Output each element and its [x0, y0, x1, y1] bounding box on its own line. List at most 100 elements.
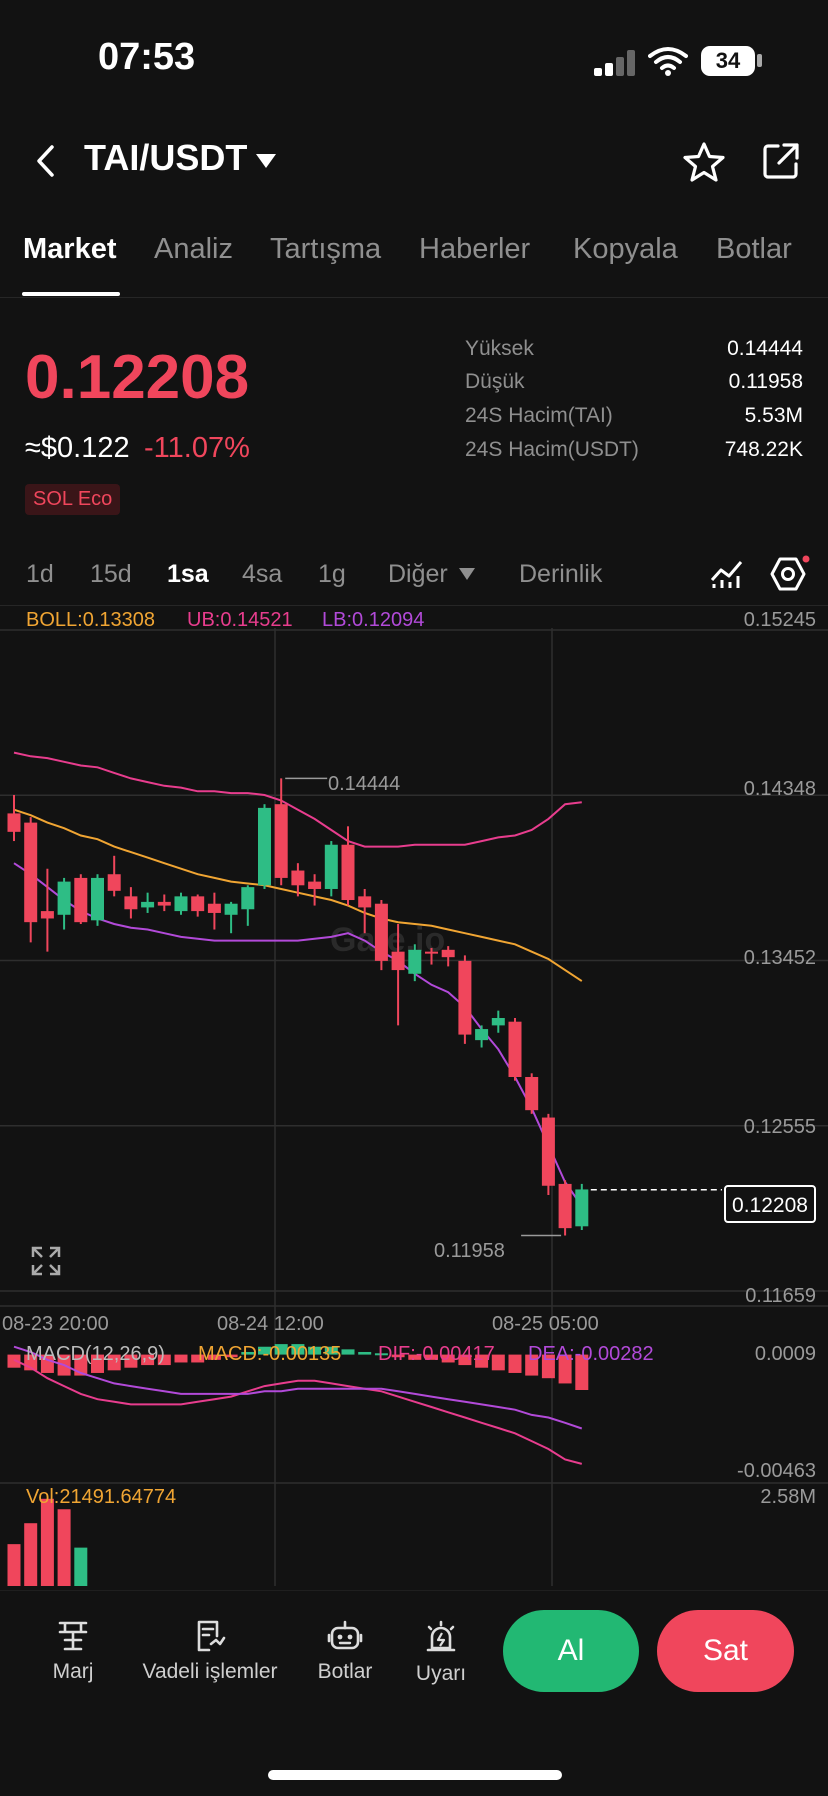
- macd-bar: [324, 1346, 338, 1355]
- boll-value: BOLL:0.13308: [26, 609, 155, 631]
- bottom-bar-divider: [0, 1590, 828, 1591]
- nav-bots[interactable]: Botlar: [270, 1620, 420, 1684]
- candle-body: [207, 903, 221, 913]
- volume-bar: [40, 1498, 54, 1586]
- boll-lower-value: LB:0.12094: [322, 609, 425, 631]
- stat-low-label: Düşük: [465, 370, 525, 393]
- settings-icon[interactable]: [768, 555, 810, 593]
- candle-body: [191, 896, 205, 912]
- y-axis-tick: 0.13452: [743, 947, 816, 969]
- interval-more[interactable]: Diğer: [388, 560, 448, 588]
- star-icon[interactable]: [682, 141, 726, 183]
- candle-body: [24, 822, 38, 923]
- bot-icon: [327, 1620, 363, 1650]
- macd-bar: [475, 1354, 489, 1368]
- macd-axis-bottom: -0.00463: [737, 1460, 816, 1482]
- share-icon[interactable]: [760, 140, 802, 182]
- macd-dea-value: DEA:-0.00282: [528, 1343, 654, 1365]
- candle-body: [508, 1021, 522, 1077]
- home-indicator[interactable]: [268, 1770, 562, 1780]
- interval-depth[interactable]: Derinlik: [519, 560, 603, 588]
- nav-margin[interactable]: Marj: [0, 1620, 148, 1684]
- candle-body: [241, 887, 255, 910]
- volume-value: Vol:21491.64774: [26, 1486, 177, 1508]
- tab-analiz[interactable]: Analiz: [154, 233, 233, 265]
- ecosystem-badge[interactable]: SOL Eco: [25, 484, 121, 515]
- pair-title[interactable]: TAI/USDT: [84, 137, 248, 178]
- candle-body: [491, 1018, 505, 1026]
- nav-alerts-label: Uyarı: [415, 1662, 467, 1685]
- interval-4sa[interactable]: 4sa: [242, 560, 283, 588]
- x-axis-tick: 08-25 05:00: [492, 1313, 599, 1335]
- macd-bar: [541, 1354, 555, 1379]
- tab-botlar[interactable]: Botlar: [716, 233, 792, 265]
- chart-top-divider: [0, 605, 828, 606]
- margin-icon: [58, 1621, 88, 1651]
- candle-body: [324, 844, 338, 889]
- y-axis-tick: 0.12555: [743, 1116, 816, 1138]
- stat-high-label: Yüksek: [465, 337, 534, 360]
- candle-body: [40, 911, 54, 919]
- nav-margin-label: Marj: [52, 1660, 94, 1683]
- interval-1sa[interactable]: 1sa: [167, 560, 209, 588]
- macd-bar: [491, 1354, 505, 1371]
- macd-bar: [508, 1354, 522, 1373]
- interval-1g[interactable]: 1g: [318, 560, 346, 588]
- indicator-icon[interactable]: [710, 558, 744, 590]
- tab-haberler[interactable]: Haberler: [419, 233, 531, 265]
- high-marker-label: 0.14444: [328, 773, 401, 795]
- macd-dif-value: DIF:-0.00417: [378, 1343, 495, 1365]
- stat-vol-base-value: 5.53M: [744, 404, 803, 427]
- back-icon[interactable]: [34, 143, 58, 179]
- macd-bar: [224, 1354, 238, 1358]
- candle-body: [291, 870, 305, 886]
- volume-bar: [74, 1547, 88, 1586]
- macd-bar: [74, 1354, 88, 1376]
- macd-bar: [157, 1354, 171, 1366]
- chevron-down-icon[interactable]: [458, 567, 476, 581]
- candle-body: [525, 1076, 539, 1111]
- macd-bar: [575, 1354, 589, 1390]
- candle-body: [74, 877, 88, 923]
- signal-icon: [594, 50, 636, 76]
- sell-button[interactable]: Sat: [657, 1610, 794, 1692]
- macd-bar: [7, 1354, 21, 1368]
- candle-body: [141, 901, 155, 908]
- candle-body: [374, 903, 388, 961]
- candle-body: [391, 951, 405, 971]
- nav-futures[interactable]: Vadeli işlemler: [133, 1620, 287, 1684]
- wifi-icon: [648, 47, 688, 76]
- tab-kopyala[interactable]: Kopyala: [573, 233, 678, 265]
- chevron-down-icon[interactable]: [255, 153, 277, 169]
- tabs-divider: [0, 297, 828, 298]
- macd-bar: [441, 1354, 455, 1363]
- candle-body: [341, 844, 355, 901]
- tab-tartisma[interactable]: Tartışma: [270, 233, 382, 265]
- interval-1d[interactable]: 1d: [26, 560, 54, 588]
- stat-vol-base-label: 24S Hacim(TAI): [465, 404, 613, 427]
- candlestick-chart[interactable]: Gate.io: [0, 606, 828, 1606]
- candle-body: [408, 949, 422, 974]
- macd-bar: [425, 1354, 438, 1360]
- macd-bar: [291, 1344, 305, 1355]
- candle-body: [541, 1117, 555, 1186]
- macd-bar: [308, 1346, 322, 1355]
- status-time: 07:53: [98, 36, 196, 78]
- candle-body: [157, 901, 171, 906]
- buy-button[interactable]: Al: [503, 1610, 639, 1692]
- volume-bar: [24, 1523, 38, 1586]
- volume-bar: [7, 1544, 21, 1586]
- macd-bar: [525, 1354, 539, 1376]
- interval-15d[interactable]: 15d: [90, 560, 132, 588]
- stat-low-value: 0.11958: [728, 370, 803, 393]
- tab-market[interactable]: Market: [23, 233, 117, 265]
- alert-icon: [426, 1620, 456, 1652]
- stat-high-value: 0.14444: [727, 337, 803, 360]
- candle-body: [274, 804, 288, 878]
- macd-bar: [274, 1344, 288, 1355]
- nav-alerts[interactable]: Uyarı: [366, 1620, 516, 1686]
- macd-dea-line: [13, 1345, 583, 1430]
- macd-title: MACD(12,26,9): [26, 1343, 165, 1365]
- fullscreen-icon[interactable]: [30, 1245, 62, 1277]
- macd-bar: [141, 1354, 155, 1366]
